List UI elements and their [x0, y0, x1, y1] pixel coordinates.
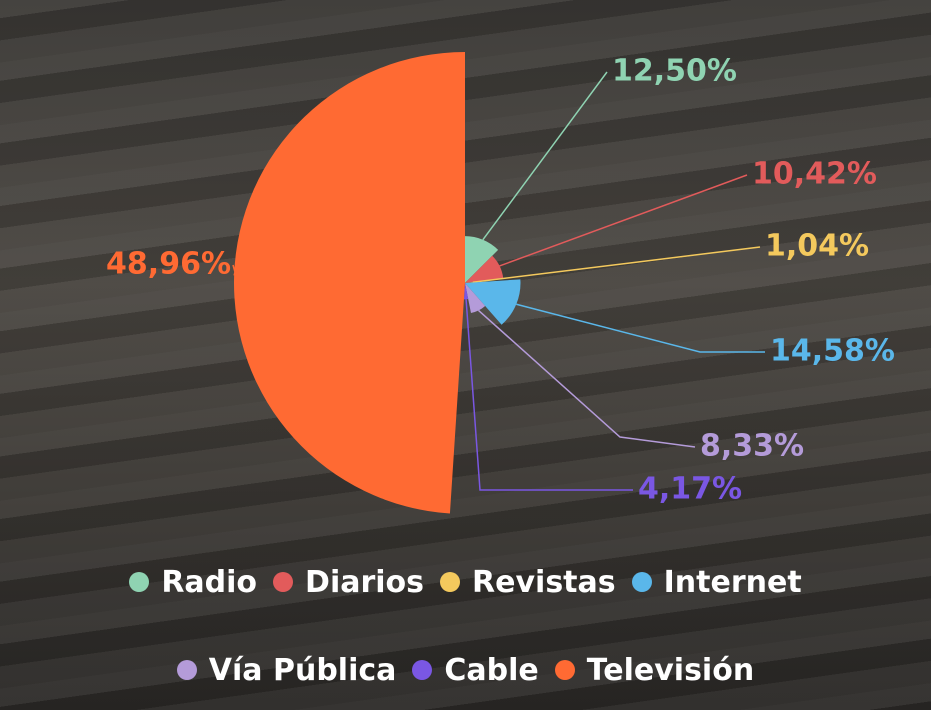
screen: 12,50%10,42%1,04%14,58%8,33%4,17%48,96% … [0, 0, 931, 710]
data-label: 12,50% [612, 54, 737, 89]
leader-line [483, 72, 607, 240]
leader-line [500, 175, 747, 266]
legend-swatch [555, 660, 575, 680]
legend-item[interactable]: Internet [632, 560, 802, 604]
leader-line [479, 310, 695, 447]
legend-swatch [273, 572, 293, 592]
legend-item[interactable]: Cable [412, 648, 538, 692]
legend-swatch [129, 572, 149, 592]
legend-label: Televisión [587, 653, 754, 688]
legend-item[interactable]: Radio [129, 560, 257, 604]
pie-slice [234, 52, 465, 514]
data-label: 10,42% [752, 157, 877, 192]
legend-item[interactable]: Revistas [440, 560, 616, 604]
legend-swatch [412, 660, 432, 680]
legend-swatch [632, 572, 652, 592]
legend: Radio Diarios Revistas Internet Vía Pública C… [0, 560, 931, 692]
chart: 12,50% 10,42% 1,04% 14,58% 8,33% 4,17% 48,96% [0, 0, 931, 560]
legend-item[interactable]: Vía Pública [177, 648, 397, 692]
legend-label: Revistas [472, 565, 616, 600]
data-label: 1,04% [765, 229, 869, 264]
data-label: 48,96% [106, 247, 231, 282]
legend-label: Vía Pública [209, 653, 397, 688]
data-label: 8,33% [700, 429, 804, 464]
legend-swatch [177, 660, 197, 680]
data-label: 14,58% [770, 334, 895, 369]
leader-line [473, 247, 760, 282]
legend-swatch [440, 572, 460, 592]
legend-label: Cable [444, 653, 538, 688]
legend-item[interactable]: Diarios [273, 560, 424, 604]
legend-label: Radio [161, 565, 257, 600]
legend-label: Internet [664, 565, 802, 600]
legend-item[interactable]: Televisión [555, 648, 754, 692]
legend-label: Diarios [305, 565, 424, 600]
leader-line [516, 304, 765, 352]
data-label: 4,17% [638, 472, 742, 507]
